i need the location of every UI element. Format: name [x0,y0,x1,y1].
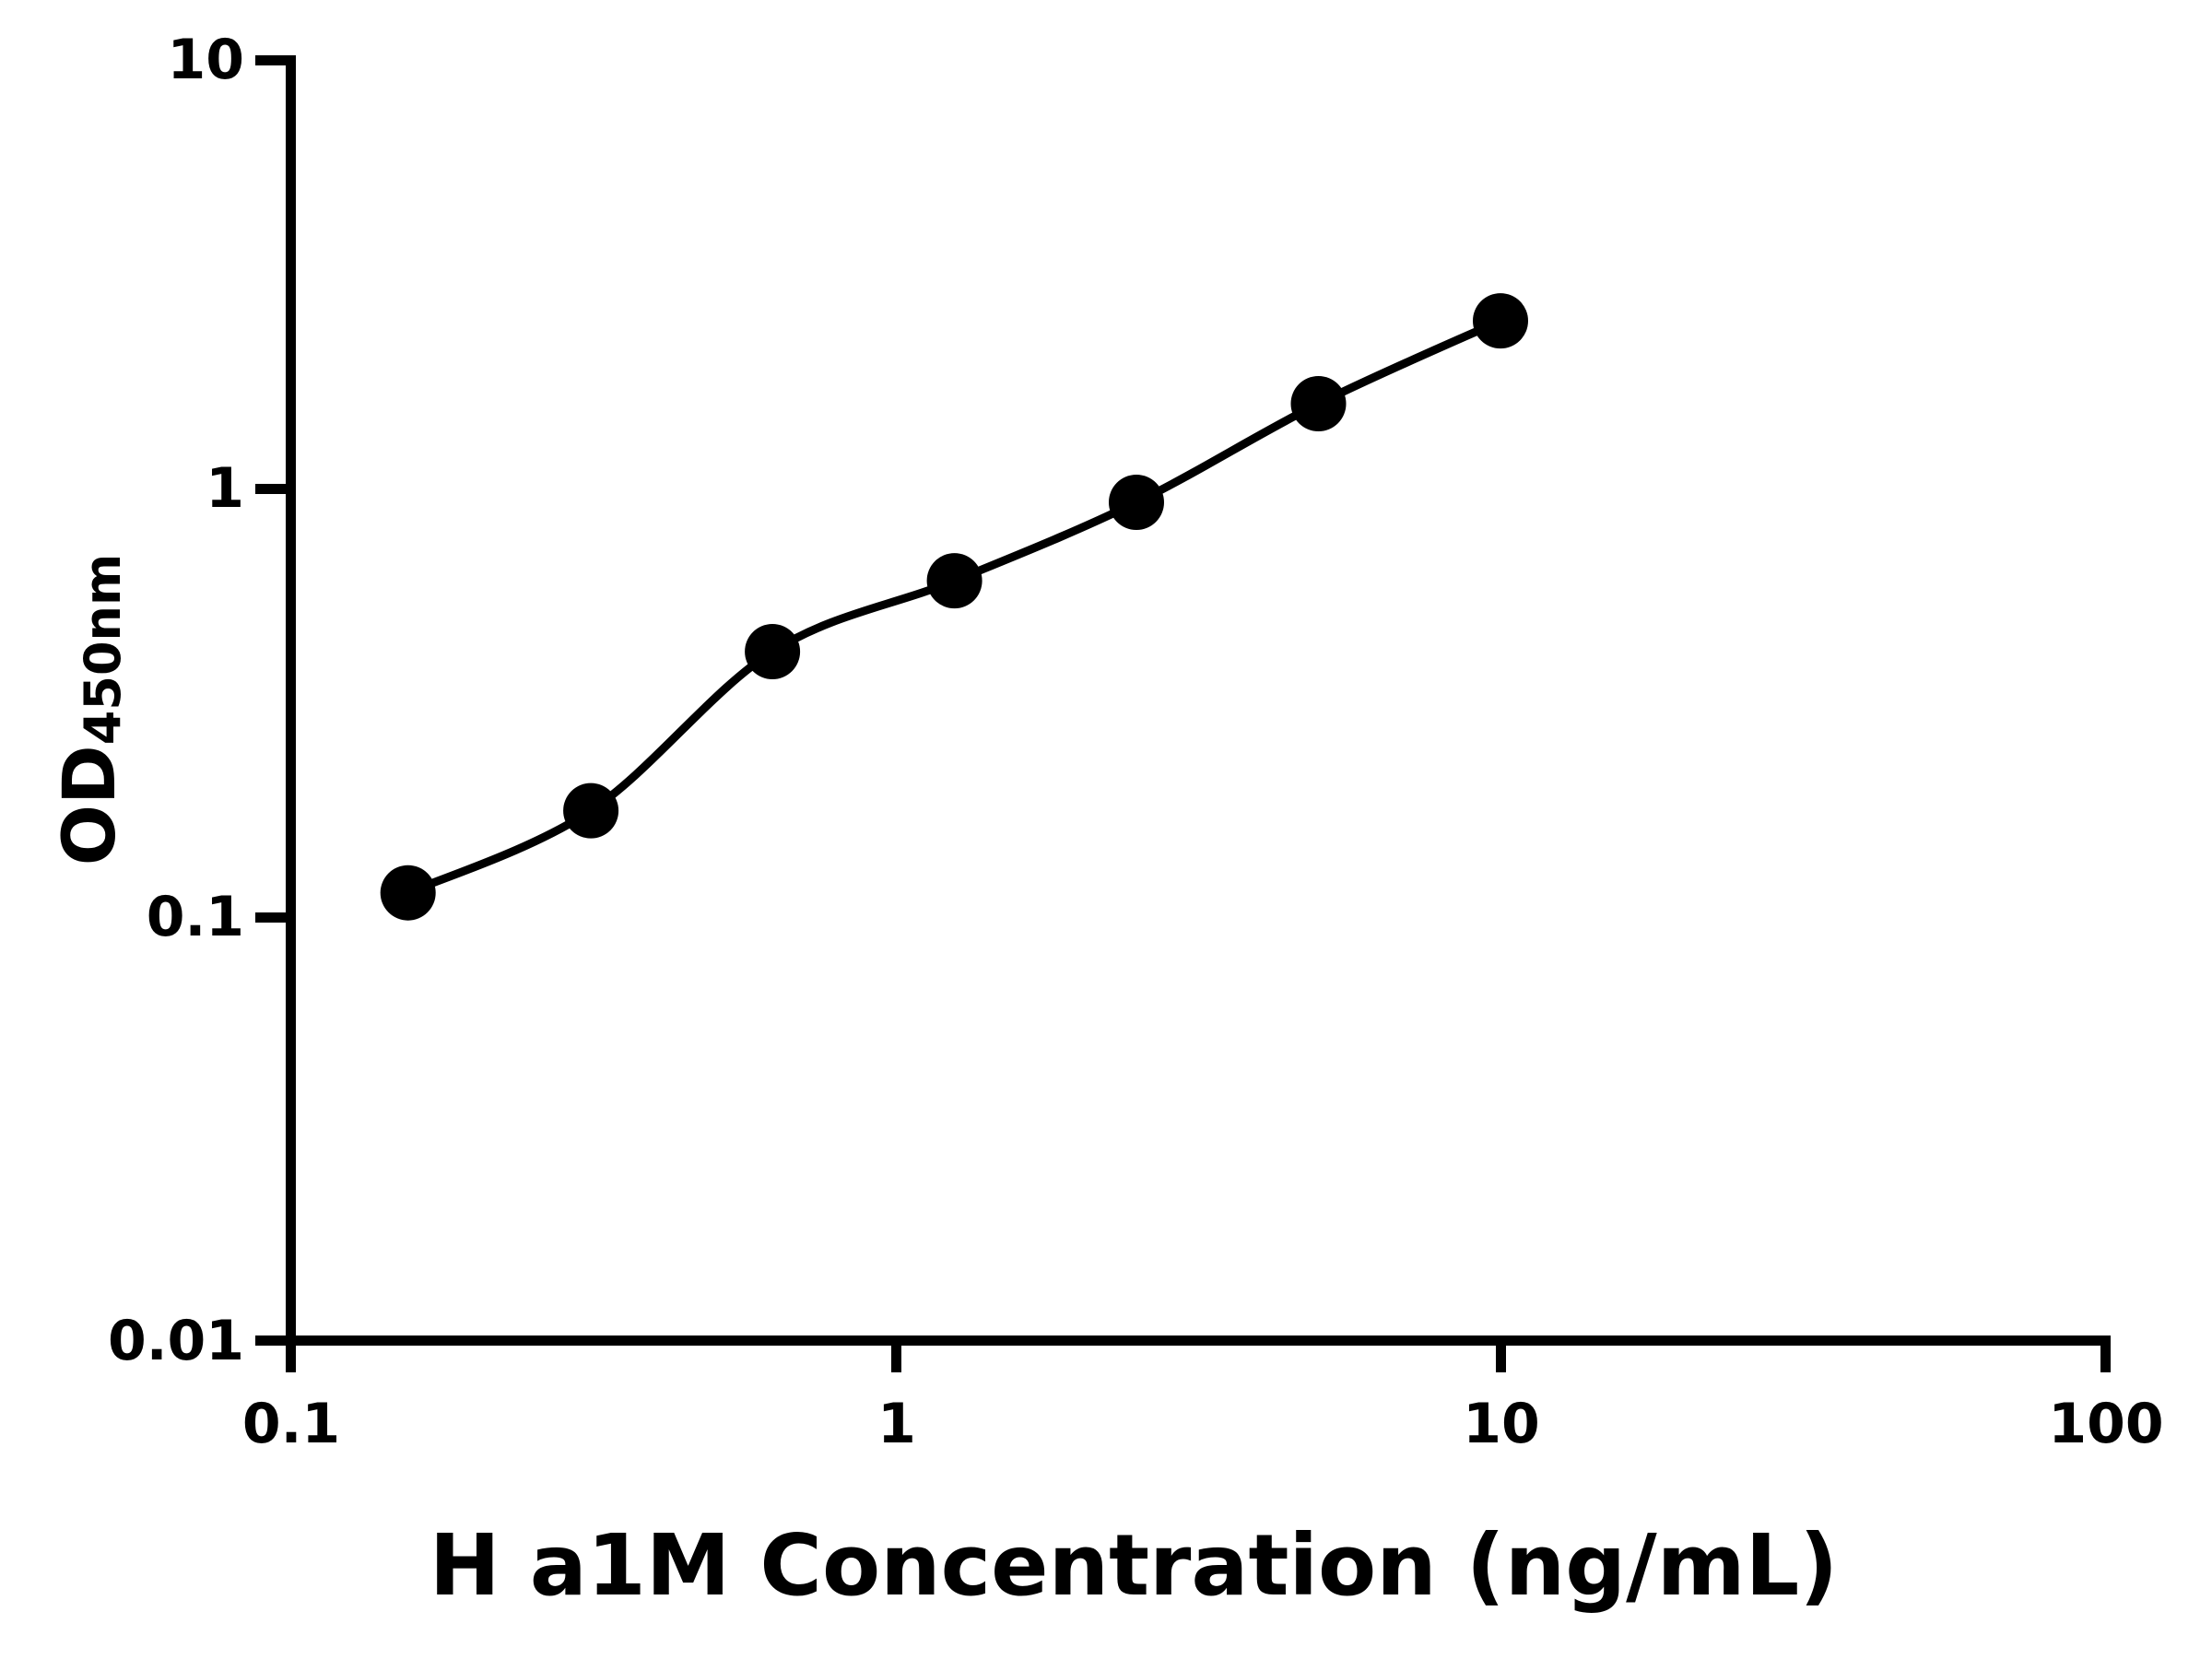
y-tick-0.1 [255,912,287,923]
data-point [926,553,982,609]
y-tick-1 [255,484,287,494]
y-axis-line [286,55,296,1346]
x-tick-label-1: 1 [877,1392,916,1456]
y-axis-title-main: OD [48,745,132,866]
data-point [1109,475,1164,530]
series-line [404,316,1505,898]
y-tick-label-10: 10 [167,28,245,92]
x-tick-0.1 [286,1341,296,1372]
y-tick-label-1: 1 [206,456,244,521]
data-point [745,624,801,679]
y-tick-0.01 [255,1335,287,1346]
x-tick-label-100: 100 [2048,1392,2164,1456]
x-tick-label-0.1: 0.1 [241,1392,341,1456]
y-tick-label-0.1: 0.1 [146,885,244,949]
x-tick-label-10: 10 [1463,1392,1540,1456]
x-tick-1 [891,1341,901,1372]
data-point [563,782,619,839]
series-markers [380,293,1528,921]
x-tick-10 [1496,1341,1506,1372]
x-axis-title: H a1M Concentration (ng/mL) [429,1516,1839,1615]
y-axis-title: OD450nm [49,387,132,1032]
data-point [1473,293,1528,349]
x-axis-line [286,1335,2111,1346]
y-tick-label-0.01: 0.01 [107,1309,244,1373]
data-point [380,865,436,921]
y-axis-title-subscript: 450nm [74,553,133,746]
x-tick-100 [2100,1341,2111,1372]
y-tick-10 [255,55,287,65]
data-point [1290,376,1347,431]
